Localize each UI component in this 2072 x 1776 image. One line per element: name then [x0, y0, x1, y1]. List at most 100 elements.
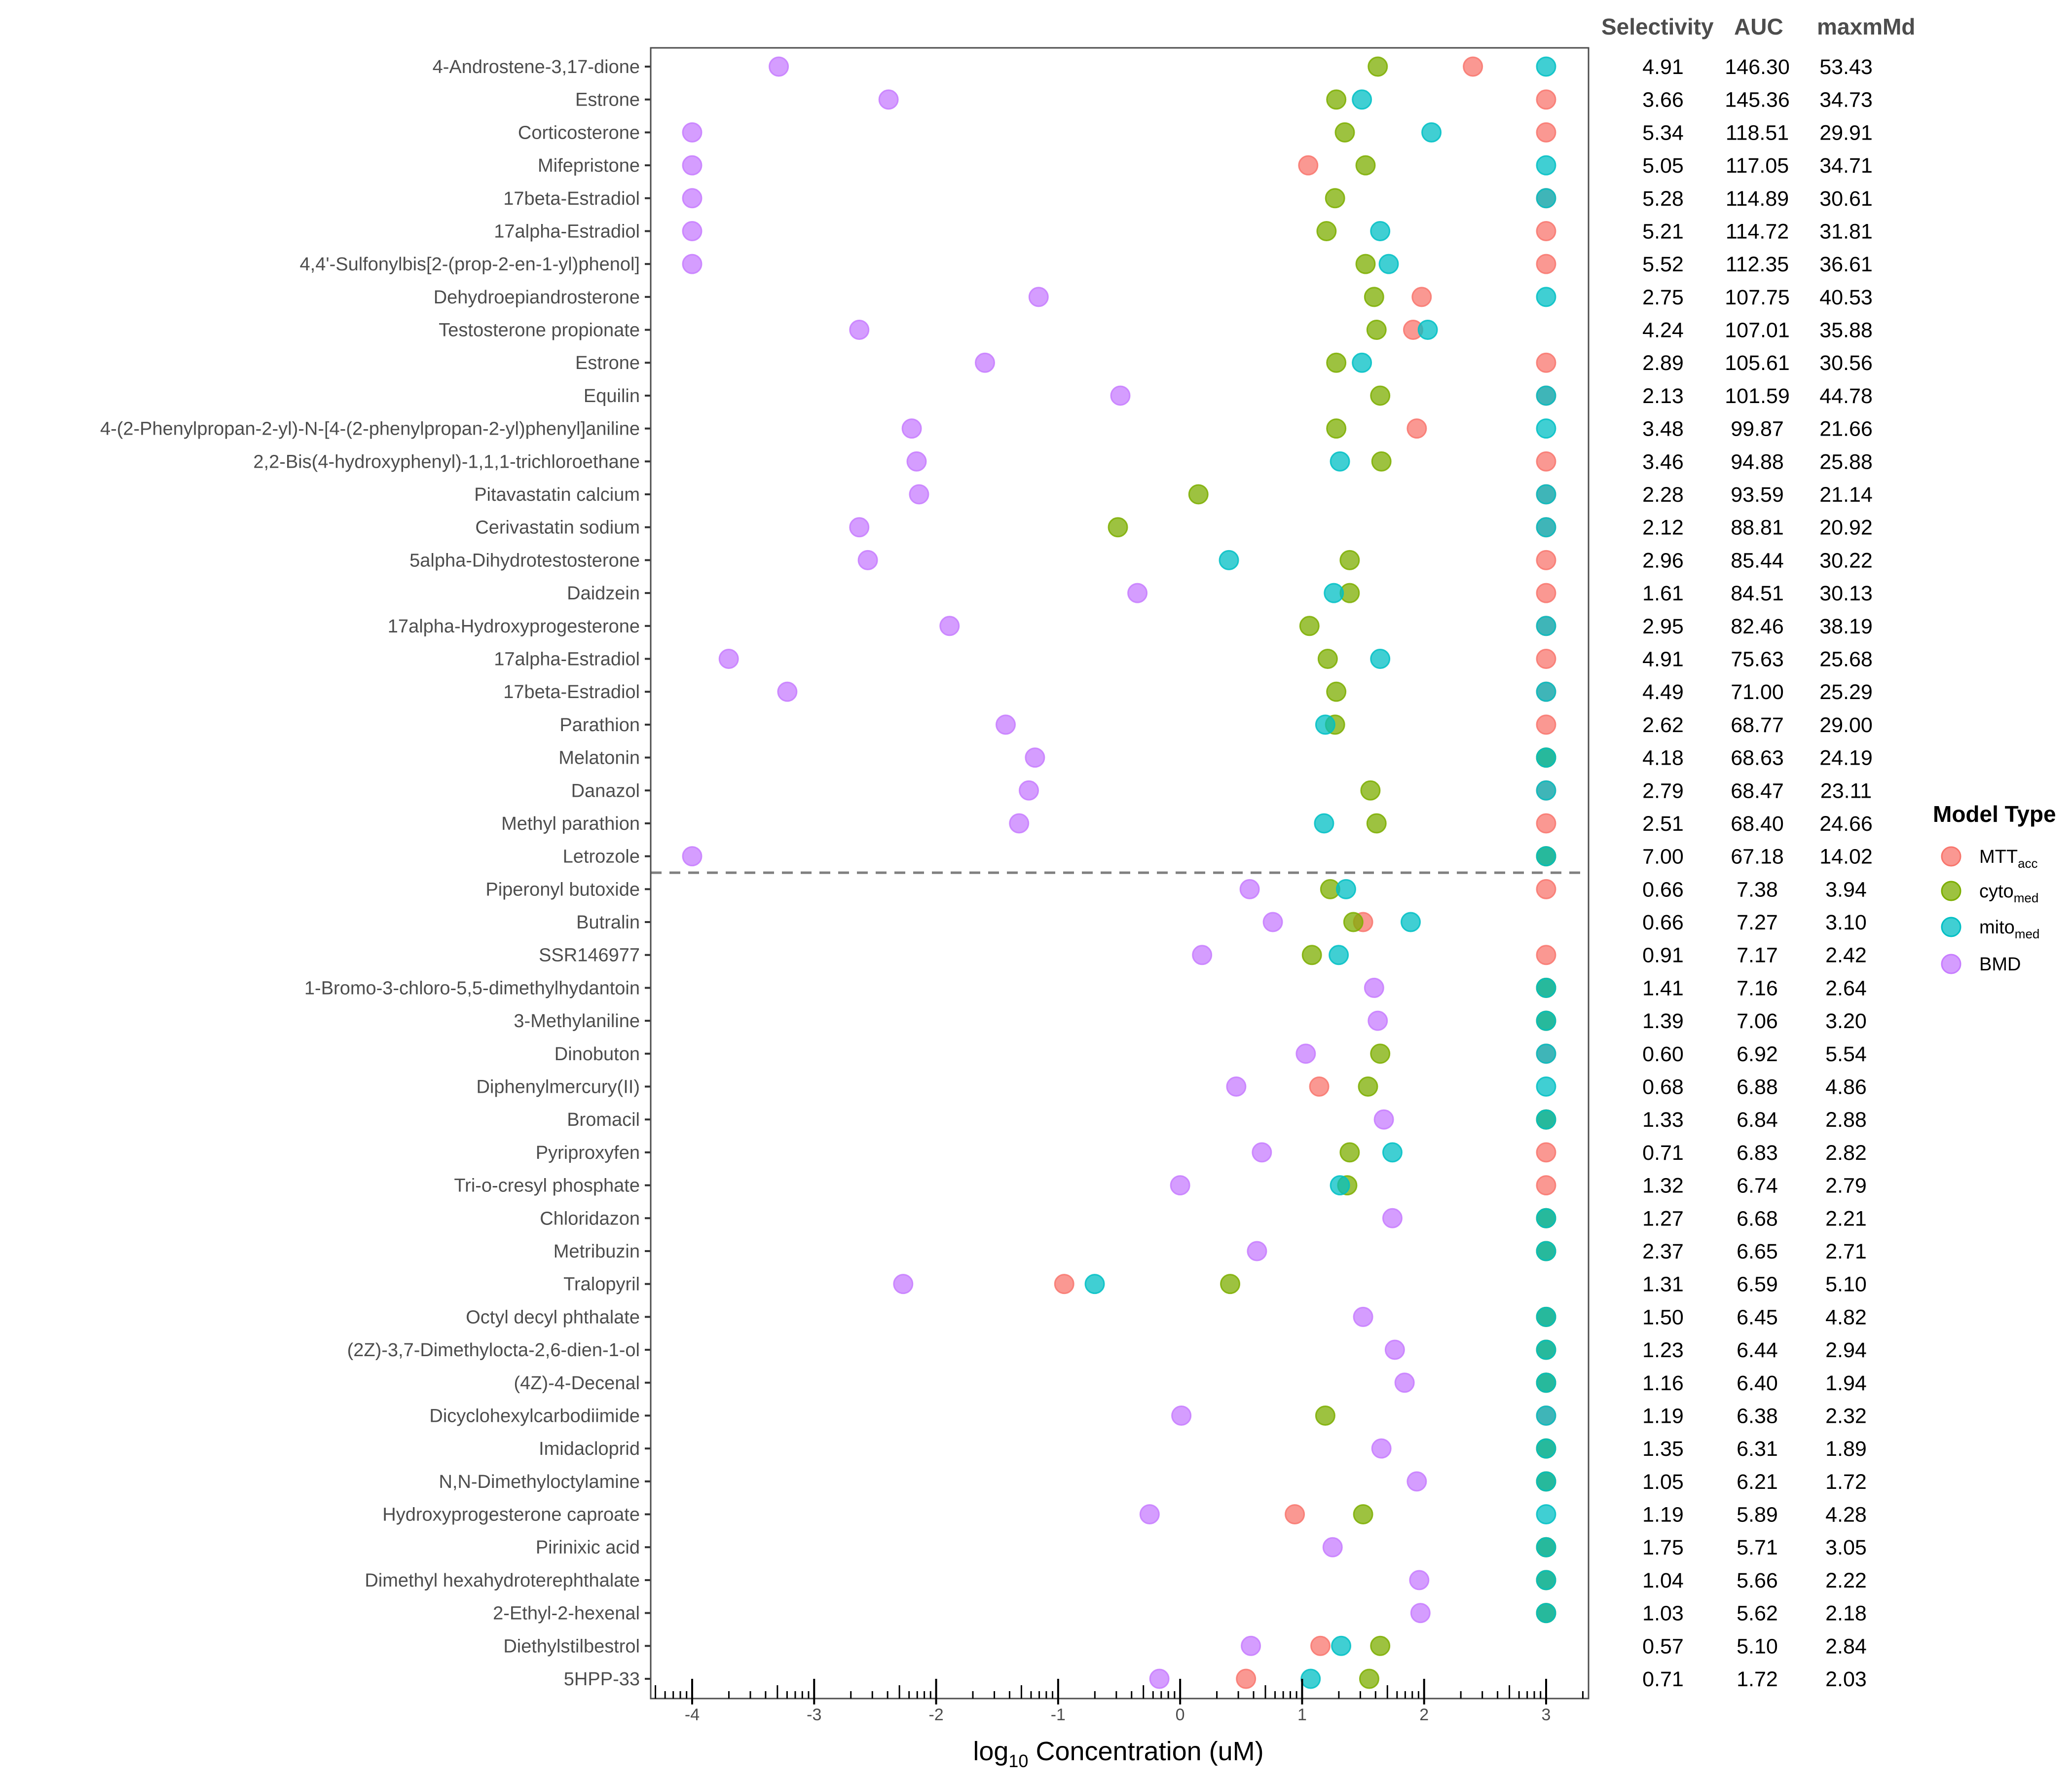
data-point-cyto — [1368, 56, 1388, 77]
table-cell-auc: 7.16 — [1737, 976, 1778, 1000]
table-cell-maxmmd: 5.10 — [1825, 1273, 1867, 1296]
table-cell-auc: 6.65 — [1737, 1240, 1778, 1263]
table-cell-maxmmd: 2.84 — [1825, 1634, 1867, 1658]
table-cell-maxmmd: 23.11 — [1820, 779, 1872, 803]
table-cell-maxmmd: 2.88 — [1825, 1108, 1867, 1132]
table-cell-selectivity: 4.18 — [1642, 746, 1684, 770]
y-axis-label: Danazol — [571, 780, 640, 801]
table-cell-selectivity: 5.34 — [1642, 121, 1684, 145]
table-cell-maxmmd: 30.56 — [1819, 351, 1873, 375]
table-cell-maxmmd: 34.73 — [1819, 88, 1873, 112]
data-point-bmd — [1171, 1405, 1192, 1426]
data-point-cyto — [1326, 418, 1347, 439]
data-point-mito — [1536, 1603, 1556, 1624]
table-cell-auc: 145.36 — [1725, 88, 1790, 112]
table-cell-selectivity: 2.79 — [1642, 779, 1684, 803]
table-cell-selectivity: 2.62 — [1642, 713, 1684, 737]
table-cell-auc: 6.83 — [1737, 1141, 1778, 1165]
data-point-mtt — [1298, 155, 1319, 176]
data-point-bmd — [777, 681, 798, 702]
table-cell-maxmmd: 25.88 — [1819, 450, 1873, 474]
data-point-cyto — [1299, 616, 1320, 636]
data-point-mtt — [1411, 287, 1432, 307]
table-cell-auc: 75.63 — [1731, 647, 1784, 671]
data-point-mito — [1536, 1537, 1556, 1557]
data-point-bmd — [1373, 1109, 1394, 1130]
table-cell-maxmmd: 2.21 — [1825, 1207, 1867, 1230]
data-point-cyto — [1326, 352, 1347, 373]
table-cell-selectivity: 4.49 — [1642, 680, 1684, 704]
table-cell-auc: 5.66 — [1737, 1569, 1778, 1592]
data-point-bmd — [1409, 1570, 1430, 1591]
table-cell-maxmmd: 2.82 — [1825, 1141, 1867, 1165]
data-point-mito — [1335, 879, 1356, 899]
y-axis-label: Pirinixic acid — [536, 1537, 640, 1558]
data-points — [682, 56, 1556, 1689]
data-point-bmd — [849, 320, 870, 340]
data-point-mtt — [1536, 1175, 1556, 1196]
data-point-bmd — [682, 188, 703, 209]
y-axis-label: Dimethyl hexahydroterephthalate — [365, 1570, 640, 1591]
data-point-cyto — [1326, 681, 1347, 702]
data-point-mtt — [1406, 418, 1427, 439]
table-cell-selectivity: 0.66 — [1642, 878, 1684, 901]
table-cell-auc: 6.40 — [1737, 1371, 1778, 1395]
y-axis-label: 4,4'-Sulfonylbis[2-(prop-2-en-1-yl)pheno… — [300, 254, 640, 275]
data-point-mito — [1219, 550, 1239, 570]
data-point-cyto — [1366, 813, 1387, 834]
y-axis-label: 17alpha-Hydroxyprogesterone — [388, 616, 640, 637]
table-cell-selectivity: 5.28 — [1642, 187, 1684, 211]
data-point-cyto — [1326, 89, 1347, 110]
table-cell-maxmmd: 2.64 — [1825, 976, 1867, 1000]
y-axis-label: 1-Bromo-3-chloro-5,5-dimethylhydantoin — [304, 978, 640, 999]
data-point-bmd — [1384, 1339, 1405, 1360]
data-point-bmd — [1410, 1603, 1431, 1624]
table-cell-maxmmd: 20.92 — [1819, 516, 1873, 540]
y-axis-label: 2-Ethyl-2-hexenal — [493, 1603, 640, 1624]
y-axis-label: Octyl decyl phthalate — [466, 1307, 640, 1328]
table-cell-maxmmd: 30.22 — [1819, 549, 1873, 572]
table-cell-selectivity: 1.50 — [1642, 1305, 1684, 1329]
y-axis-ticks — [645, 66, 651, 1680]
x-axis-tick-label: 2 — [1419, 1705, 1429, 1724]
table-cell-maxmmd: 1.72 — [1825, 1470, 1867, 1494]
data-point-bmd — [906, 451, 927, 472]
data-point-mito — [1536, 517, 1556, 538]
data-point-mtt — [1536, 254, 1556, 274]
table-header-auc: AUC — [1734, 14, 1783, 39]
data-point-mito — [1536, 977, 1556, 998]
table-cell-selectivity: 1.27 — [1642, 1207, 1684, 1230]
data-point-mito — [1324, 583, 1344, 603]
table-cell-maxmmd: 21.66 — [1819, 417, 1873, 441]
data-point-bmd — [1226, 1076, 1247, 1097]
y-axis-label: 2,2-Bis(4-hydroxyphenyl)-1,1,1-trichloro… — [253, 451, 640, 472]
table-cell-maxmmd: 34.71 — [1819, 154, 1873, 178]
table-cell-auc: 6.59 — [1737, 1273, 1778, 1296]
table-cell-auc: 67.18 — [1731, 845, 1784, 869]
y-axis-label: Mifepristone — [538, 155, 640, 176]
data-point-mito — [1536, 1405, 1556, 1426]
table-cell-auc: 6.92 — [1737, 1042, 1778, 1066]
data-point-mito — [1401, 912, 1421, 932]
data-point-mtt — [1536, 714, 1556, 735]
table-cell-maxmmd: 25.68 — [1819, 647, 1873, 671]
data-point-mtt — [1310, 1635, 1331, 1656]
table-cell-maxmmd: 29.91 — [1819, 121, 1873, 145]
table-cell-maxmmd: 5.54 — [1825, 1042, 1867, 1066]
table-cell-auc: 68.47 — [1731, 779, 1784, 803]
table-cell-maxmmd: 36.61 — [1819, 253, 1873, 276]
data-point-bmd — [1241, 1635, 1261, 1656]
table-cell-auc: 146.30 — [1725, 55, 1790, 79]
data-point-mtt — [1536, 550, 1556, 570]
legend-label-subscript: med — [2015, 926, 2040, 941]
data-point-mito — [1536, 1208, 1556, 1228]
data-point-cyto — [1339, 550, 1360, 570]
data-point-bmd — [1019, 780, 1039, 801]
data-point-mtt — [1536, 583, 1556, 603]
y-axis-label: Dehydroepiandrosterone — [434, 287, 640, 308]
table-cell-auc: 101.59 — [1725, 384, 1790, 408]
data-point-bmd — [974, 352, 995, 373]
data-point-mito — [1382, 1142, 1403, 1163]
data-point-bmd — [878, 89, 899, 110]
x-axis-tick-label: -1 — [1051, 1705, 1066, 1724]
